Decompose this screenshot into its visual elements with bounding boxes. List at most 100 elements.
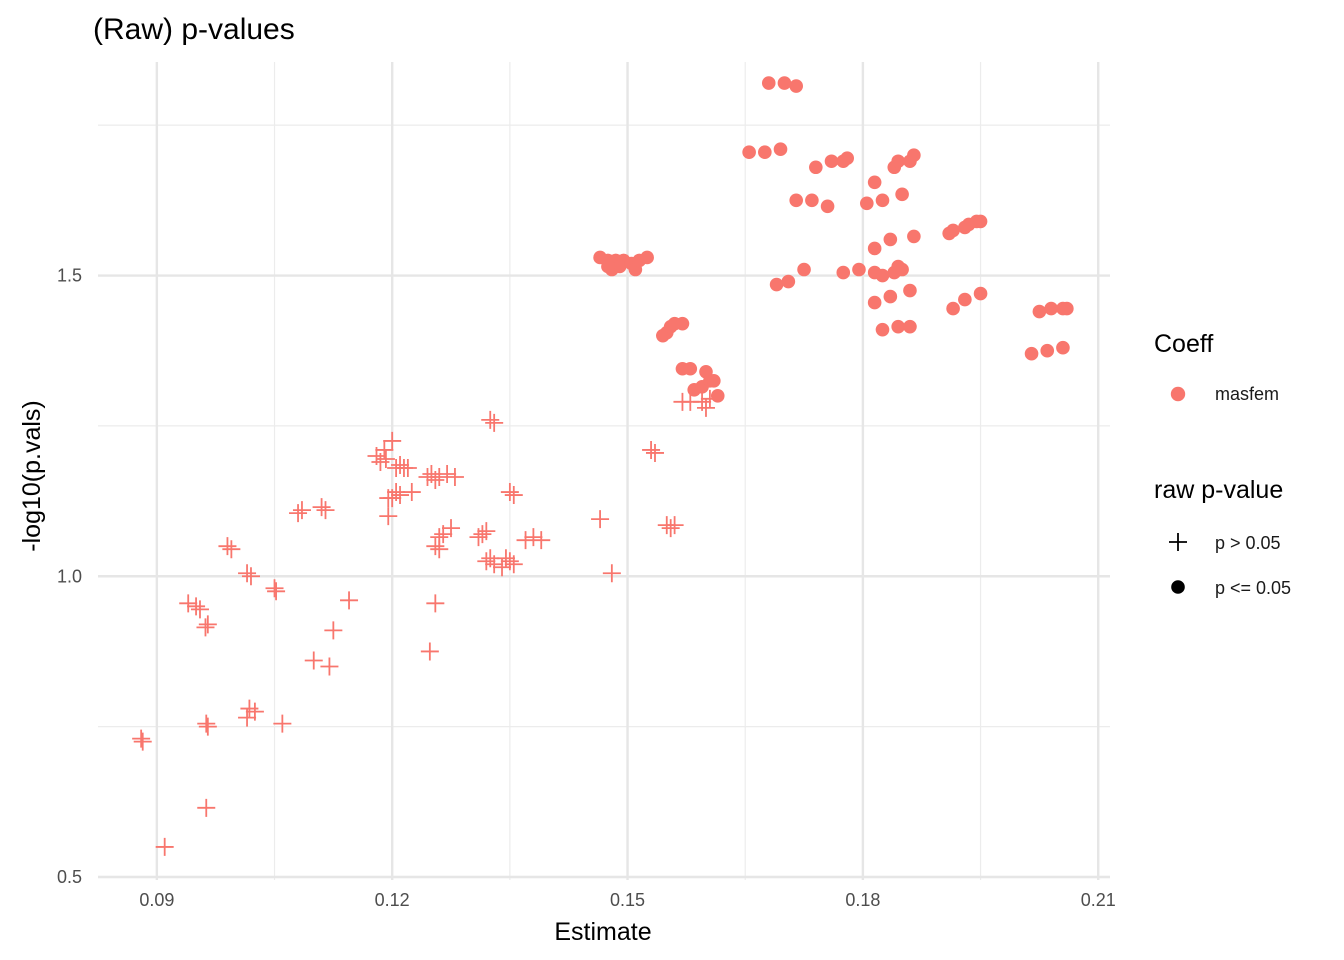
- plus-point: [516, 531, 535, 550]
- plus-point: [645, 443, 664, 462]
- y-tick-label: 1.0: [57, 566, 82, 586]
- plus-point: [155, 837, 174, 856]
- circle-point: [946, 223, 960, 238]
- plus-point: [391, 455, 410, 474]
- x-tick-label: 0.12: [375, 890, 410, 910]
- circle-point: [675, 316, 690, 331]
- circle-point: [903, 319, 917, 334]
- plus-point: [442, 519, 461, 538]
- plus-point: [473, 525, 492, 544]
- circle-point: [973, 286, 988, 301]
- plus-point: [402, 483, 421, 502]
- plus-point: [197, 798, 216, 817]
- plus-point: [320, 657, 339, 676]
- plus-point: [316, 501, 335, 520]
- plus-point: [481, 410, 500, 429]
- plus-point: [292, 501, 311, 520]
- legend-label-masfem: masfem: [1215, 384, 1279, 404]
- circle-point: [867, 241, 882, 256]
- circle-point: [903, 283, 917, 298]
- circle-point: [601, 259, 615, 274]
- circle-point: [1044, 301, 1058, 316]
- x-tick-label: 0.09: [139, 890, 174, 910]
- circle-point: [758, 145, 772, 160]
- plus-point: [391, 486, 410, 505]
- plus-point: [340, 591, 359, 610]
- plus-point: [245, 702, 264, 721]
- circle-point: [860, 196, 874, 211]
- circle-point: [867, 295, 882, 310]
- plus-point: [485, 555, 504, 574]
- circle-point: [907, 229, 921, 244]
- x-axis-title: Estimate: [554, 918, 651, 946]
- major-gridlines: [98, 62, 1110, 880]
- circle-point: [683, 361, 698, 376]
- plus-point: [379, 507, 398, 526]
- minor-gridlines: [98, 62, 1110, 880]
- plus-point: [532, 531, 551, 550]
- y-tick-label: 1.5: [57, 266, 82, 286]
- plus-point: [273, 714, 292, 733]
- circle-point: [1056, 340, 1070, 355]
- x-tick-label: 0.15: [610, 890, 645, 910]
- plus-point: [179, 594, 198, 613]
- shape-legend: raw p-value p > 0.05 p <= 0.05: [1154, 476, 1291, 598]
- plus-point: [500, 552, 519, 571]
- circle-point: [809, 160, 823, 175]
- circle-point: [805, 193, 819, 208]
- plus-point: [426, 594, 445, 613]
- plus-point: [265, 579, 284, 598]
- x-tick-label: 0.21: [1081, 890, 1116, 910]
- circle-point: [907, 148, 921, 163]
- plus-point: [218, 537, 237, 556]
- plus-point: [267, 582, 286, 601]
- plus-point: [198, 717, 217, 736]
- plus-point: [602, 564, 621, 583]
- circle-point: [891, 319, 905, 334]
- data-points: [132, 76, 1074, 856]
- plus-point: [500, 483, 519, 502]
- plus-point: [430, 528, 449, 547]
- x-axis-ticks: 0.09 0.12 0.15 0.18 0.21: [139, 890, 1115, 910]
- circle-point: [891, 154, 905, 169]
- circle-point: [1040, 343, 1055, 358]
- y-axis-title: -log10(p.vals): [18, 400, 46, 551]
- circle-point: [1060, 301, 1074, 316]
- plus-point: [426, 537, 445, 556]
- plus-point: [665, 516, 684, 535]
- plus-point: [197, 714, 216, 733]
- circle-point: [867, 175, 882, 190]
- plus-point: [661, 519, 680, 538]
- circle-point: [1032, 304, 1047, 319]
- plus-point: [398, 458, 417, 477]
- plus-point: [132, 729, 151, 748]
- circle-point: [820, 199, 835, 214]
- plus-point: [696, 398, 715, 417]
- plus-point: [438, 465, 457, 484]
- circle-point: [612, 259, 627, 274]
- circle-point: [836, 265, 851, 280]
- circle-point: [946, 301, 960, 316]
- plus-point: [133, 732, 152, 751]
- x-tick-label: 0.18: [845, 890, 880, 910]
- circle-point: [797, 262, 811, 277]
- color-legend-title: Coeff: [1154, 330, 1213, 358]
- circle-point: [973, 214, 988, 229]
- circle-point: [742, 145, 756, 160]
- circle-point: [875, 193, 890, 208]
- plus-point: [477, 552, 496, 571]
- circle-point: [875, 268, 890, 283]
- y-tick-label: 0.5: [57, 867, 82, 887]
- plus-point: [241, 567, 260, 586]
- circle-point: [710, 389, 725, 403]
- plus-point: [504, 486, 523, 505]
- circle-point: [781, 274, 796, 289]
- plus-point: [420, 642, 439, 661]
- legend-label-p-greater: p > 0.05: [1215, 533, 1281, 553]
- plus-point: [187, 597, 206, 616]
- legend-label-p-less-equal: p <= 0.05: [1215, 578, 1291, 598]
- plus-point: [238, 564, 257, 583]
- circle-point: [895, 262, 909, 277]
- plus-point: [591, 510, 610, 529]
- circle-point: [1024, 346, 1039, 361]
